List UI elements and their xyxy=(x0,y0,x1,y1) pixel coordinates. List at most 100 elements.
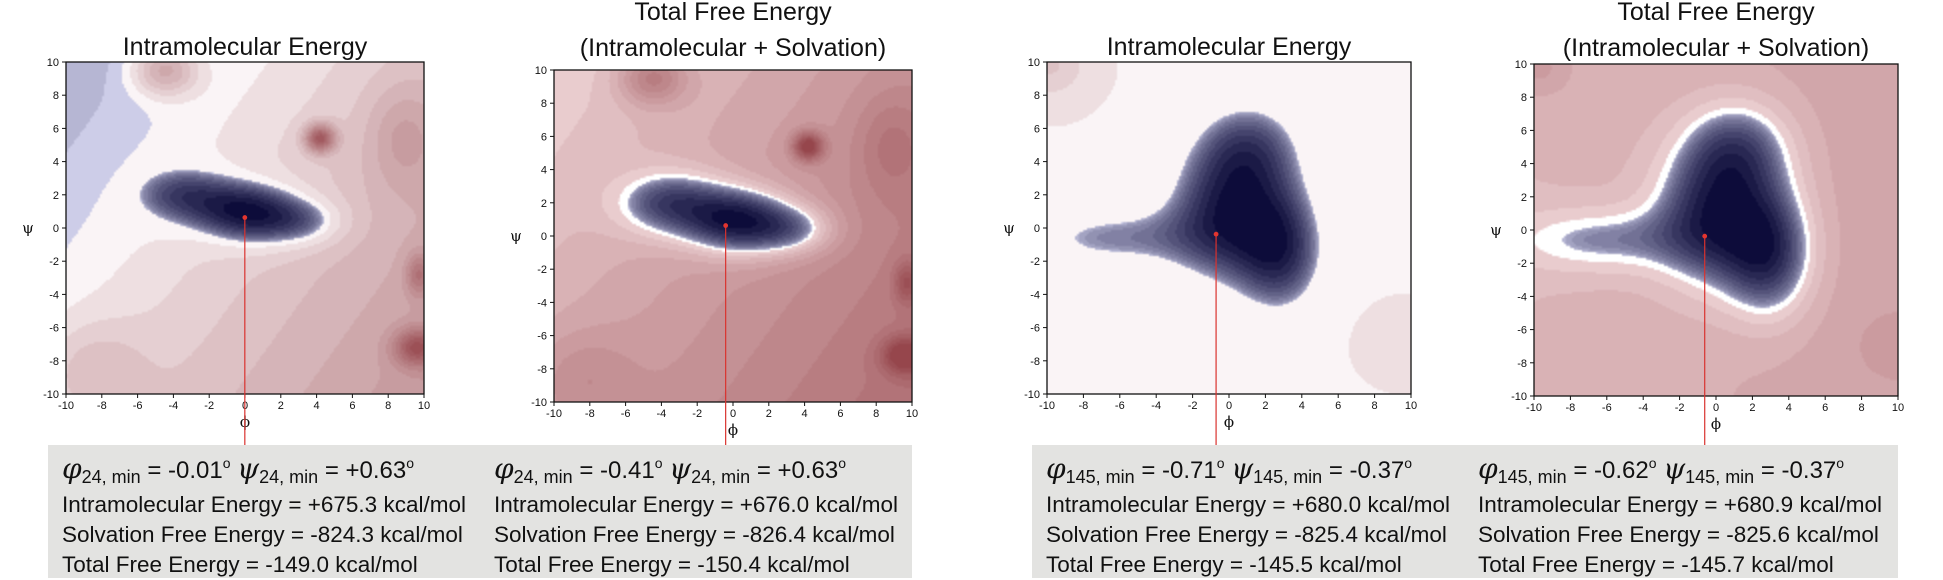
energy-heatmap xyxy=(1047,62,1411,394)
y-tick-label: 6 xyxy=(541,131,547,143)
psi-subscript: 24, min xyxy=(259,467,319,487)
minimum-angles: φ145, min = -0.71o ψ145, min = -0.37o xyxy=(1046,452,1450,490)
minimum-info-1: φ24, min = -0.01o ψ24, min = +0.63o Intra… xyxy=(48,445,480,578)
contour-plot-4: -10 -8 -6 -4 -2 0 2 4 6 8 10 -10 -8 -6 -4 -2 0 2 4 6 8 10 ϕ ψ To… xyxy=(1490,0,1904,445)
x-tick-label: -2 xyxy=(1675,402,1685,414)
intramolecular-energy: Intramolecular Energy = +676.0 kcal/mol xyxy=(494,492,898,517)
x-axis-label: ϕ xyxy=(1224,413,1234,431)
y-tick-label: 10 xyxy=(1028,57,1040,69)
y-axis-label: ψ xyxy=(1003,219,1015,237)
phi-symbol: φ xyxy=(1046,452,1066,485)
y-tick-label: 6 xyxy=(53,123,59,135)
y-tick-label: -10 xyxy=(43,389,59,401)
psi-min-value: = -0.37 xyxy=(1328,457,1405,484)
y-tick-label: 8 xyxy=(53,90,59,102)
phi-subscript: 24, min xyxy=(81,467,141,487)
panel-title: Total Free Energy xyxy=(634,0,832,26)
x-tick-label: -8 xyxy=(585,408,595,420)
y-tick-label: -8 xyxy=(537,364,547,376)
y-tick-label: -2 xyxy=(537,264,547,276)
degree-mark: o xyxy=(1216,455,1225,471)
x-tick-label: 8 xyxy=(385,400,391,412)
phi-min-value: = -0.41 xyxy=(579,457,655,484)
y-tick-label: 8 xyxy=(1034,90,1040,102)
psi-symbol: ψ xyxy=(237,452,260,485)
phi-min-value: = -0.71 xyxy=(1141,457,1217,484)
y-tick-label: 10 xyxy=(535,65,547,77)
info-box-group-1 xyxy=(48,445,912,578)
solvation-free-energy: Solvation Free Energy = -825.6 kcal/mol xyxy=(1478,522,1879,547)
y-tick-label: 10 xyxy=(47,57,59,69)
x-tick-label: 4 xyxy=(1786,402,1792,414)
x-tick-label: -4 xyxy=(657,408,667,420)
x-tick-label: 8 xyxy=(1372,400,1378,412)
y-tick-label: 0 xyxy=(541,231,547,243)
x-tick-label: 4 xyxy=(1299,400,1305,412)
y-tick-label: -6 xyxy=(49,323,59,335)
y-tick-label: -2 xyxy=(1030,256,1040,268)
y-tick-label: -10 xyxy=(1024,389,1040,401)
energy-heatmap xyxy=(1534,64,1898,396)
y-tick-label: -10 xyxy=(531,397,547,409)
intramolecular-energy: Intramolecular Energy = +680.0 kcal/mol xyxy=(1046,492,1450,517)
y-tick-label: 2 xyxy=(1034,190,1040,202)
y-tick-label: -4 xyxy=(1030,289,1040,301)
minimum-info-2: φ24, min = -0.41o ψ24, min = +0.63o Intra… xyxy=(480,445,912,578)
solvation-free-energy: Solvation Free Energy = -826.4 kcal/mol xyxy=(494,522,895,547)
x-tick-label: -4 xyxy=(1638,402,1648,414)
x-tick-label: 4 xyxy=(802,408,808,420)
degree-mark: o xyxy=(222,455,231,471)
psi-symbol: ψ xyxy=(1231,452,1254,485)
y-tick-label: 8 xyxy=(1521,92,1527,104)
x-tick-label: 8 xyxy=(1859,402,1865,414)
x-tick-label: 2 xyxy=(278,400,284,412)
panel-title: (Intramolecular + Solvation) xyxy=(1563,34,1869,62)
x-tick-label: 4 xyxy=(314,400,320,412)
x-tick-label: -8 xyxy=(1566,402,1576,414)
total-free-energy: Total Free Energy = -150.4 kcal/mol xyxy=(494,552,850,577)
solvation-free-energy: Solvation Free Energy = -825.4 kcal/mol xyxy=(1046,522,1447,547)
phi-min-value: = -0.62 xyxy=(1573,457,1649,484)
y-tick-label: 0 xyxy=(1034,223,1040,235)
psi-min-value: = +0.63 xyxy=(324,457,407,484)
minimum-info-4: φ145, min = -0.62o ψ145, min = -0.37o Int… xyxy=(1464,445,1898,578)
degree-mark: o xyxy=(654,455,663,471)
degree-mark: o xyxy=(406,455,415,471)
y-tick-label: -10 xyxy=(1511,391,1527,403)
psi-subscript: 145, min xyxy=(1685,467,1755,487)
x-tick-label: 10 xyxy=(1892,402,1904,414)
y-tick-label: -6 xyxy=(1030,323,1040,335)
y-tick-label: 0 xyxy=(1521,225,1527,237)
x-tick-label: -10 xyxy=(1039,400,1055,412)
psi-min-value: = -0.37 xyxy=(1760,457,1837,484)
x-tick-label: 10 xyxy=(1405,400,1417,412)
x-tick-label: -10 xyxy=(546,408,562,420)
psi-symbol: ψ xyxy=(669,452,692,485)
minimum-point xyxy=(1702,233,1708,239)
x-tick-label: 2 xyxy=(1262,400,1268,412)
x-tick-label: 0 xyxy=(1713,402,1719,414)
x-axis-label: ϕ xyxy=(728,421,738,439)
x-tick-label: -2 xyxy=(1188,400,1198,412)
phi-symbol: φ xyxy=(62,452,82,485)
y-tick-label: 6 xyxy=(1521,125,1527,137)
y-tick-label: -8 xyxy=(1517,358,1527,370)
panel-title: Intramolecular Energy xyxy=(1107,33,1352,61)
intramolecular-energy: Intramolecular Energy = +675.3 kcal/mol xyxy=(62,492,466,517)
phi-subscript: 145, min xyxy=(1497,467,1567,487)
degree-mark: o xyxy=(1836,455,1845,471)
y-tick-label: 4 xyxy=(1521,159,1527,171)
panel-title: (Intramolecular + Solvation) xyxy=(580,34,886,62)
x-tick-label: 6 xyxy=(1335,400,1341,412)
x-tick-label: -8 xyxy=(97,400,107,412)
panel-title: Intramolecular Energy xyxy=(123,33,368,61)
minimum-point xyxy=(723,223,729,228)
contour-plot-3: -10 -8 -6 -4 -2 0 2 4 6 8 10 -10 -8 -6 -4 -2 0 2 4 6 8 10 ϕ ψ In… xyxy=(1003,33,1417,445)
x-tick-label: -6 xyxy=(1115,400,1125,412)
y-tick-label: 8 xyxy=(541,98,547,110)
x-tick-label: -4 xyxy=(169,400,179,412)
minimum-angles: φ24, min = -0.41o ψ24, min = +0.63o xyxy=(494,452,898,490)
minimum-info-3: φ145, min = -0.71o ψ145, min = -0.37o Int… xyxy=(1032,445,1464,578)
minimum-point xyxy=(242,215,248,220)
